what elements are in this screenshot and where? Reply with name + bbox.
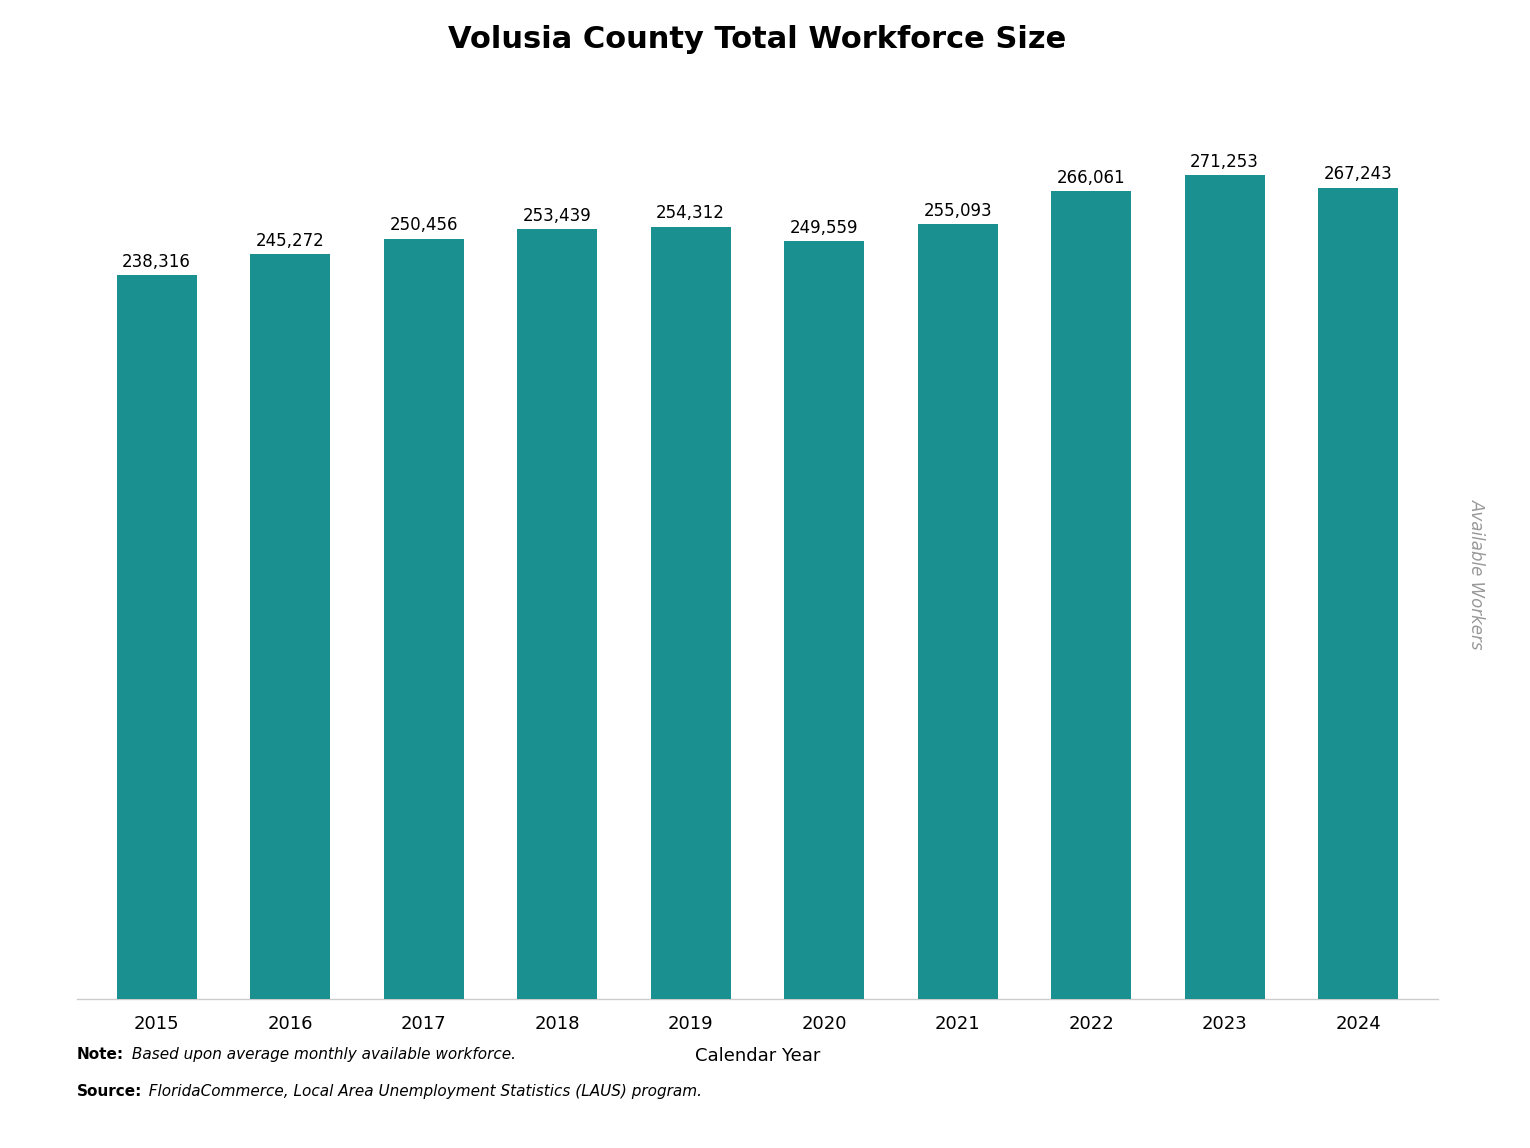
Text: 238,316: 238,316 [122,253,191,271]
Text: 254,312: 254,312 [656,204,725,223]
Text: 266,061: 266,061 [1057,169,1126,187]
Bar [1317,187,1398,999]
Text: Source:: Source: [76,1084,142,1099]
Bar [650,227,731,999]
Text: Based upon average monthly available workforce.: Based upon average monthly available wor… [127,1047,516,1062]
Text: 245,272: 245,272 [256,232,324,250]
Text: 267,243: 267,243 [1323,165,1392,183]
Bar [116,276,197,999]
X-axis label: Calendar Year: Calendar Year [695,1047,820,1064]
Bar [918,225,998,999]
Text: 255,093: 255,093 [923,202,991,220]
Text: 271,253: 271,253 [1190,153,1259,171]
Bar [249,254,330,999]
Text: 253,439: 253,439 [523,207,592,225]
Text: Note:: Note: [76,1047,124,1062]
Bar [783,241,864,999]
Text: 249,559: 249,559 [789,219,858,236]
Text: 250,456: 250,456 [389,216,457,234]
Text: Available Workers: Available Workers [1467,498,1486,650]
Text: FloridaCommerce, Local Area Unemployment Statistics (LAUS) program.: FloridaCommerce, Local Area Unemployment… [139,1084,702,1099]
Title: Volusia County Total Workforce Size: Volusia County Total Workforce Size [448,25,1066,54]
Bar [384,239,464,999]
Bar [517,230,597,999]
Bar [1184,176,1265,999]
Bar [1051,192,1131,999]
